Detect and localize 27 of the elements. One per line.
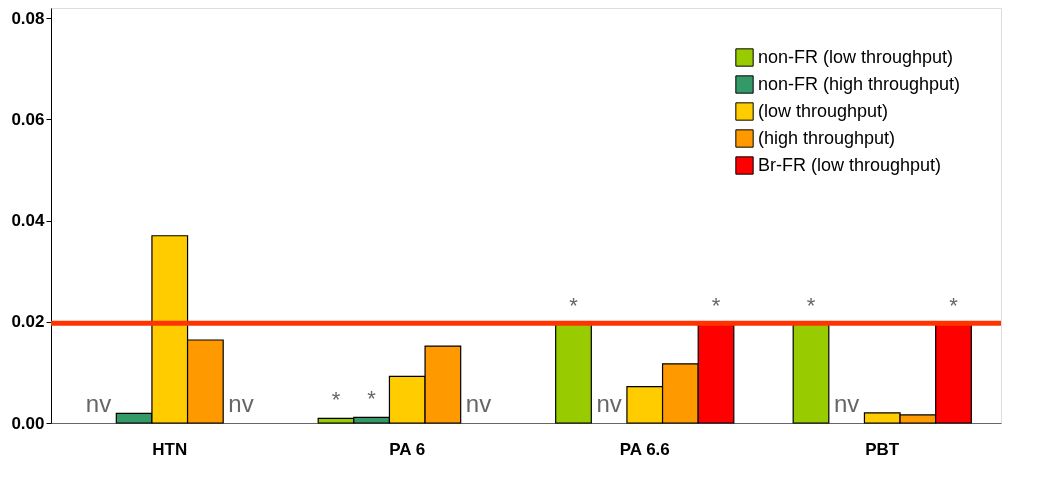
data-label: * <box>711 293 721 319</box>
text: nv <box>85 390 112 417</box>
data-label: * <box>806 293 816 319</box>
text: nv <box>596 390 622 417</box>
text: nv <box>833 390 860 417</box>
x-tick-label: PA 6 <box>389 439 426 459</box>
text: nv <box>228 390 254 417</box>
data-label: * <box>331 387 341 413</box>
x-tick-label: PBT <box>865 439 900 459</box>
x-tick-label: HTN <box>152 439 188 459</box>
legend-label: Br-FR (low throughput) <box>758 154 942 175</box>
y-tick-label: 0.00 <box>11 413 45 433</box>
text: nv <box>465 390 492 417</box>
bar <box>555 323 592 424</box>
data-label: * <box>569 293 579 319</box>
x-tick-label: PA 6.6 <box>619 439 670 459</box>
legend-label: non-FR (high throughput) <box>758 73 961 94</box>
bar <box>792 323 830 424</box>
legend-label: non-FR (low throughput) <box>758 46 954 67</box>
y-tick-label: 0.02 <box>11 312 45 332</box>
y-tick-label: 0.04 <box>11 211 46 231</box>
y-tick-label: 0.06 <box>11 109 45 129</box>
data-label: * <box>949 293 959 319</box>
legend-label: (low throughput) <box>758 100 889 121</box>
legend-label: (high throughput) <box>758 127 896 148</box>
data-label: * <box>367 386 377 412</box>
y-tick-label: 0.08 <box>11 8 45 28</box>
